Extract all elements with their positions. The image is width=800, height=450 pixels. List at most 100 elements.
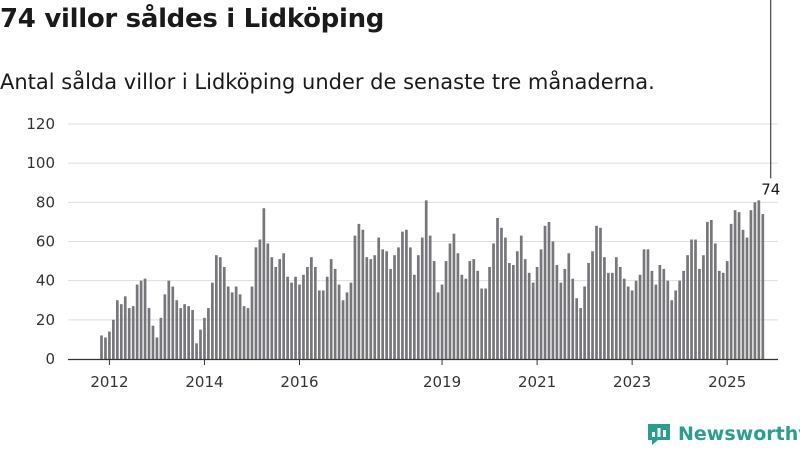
bar: [369, 259, 373, 360]
bar: [721, 272, 725, 359]
bar: [163, 294, 167, 360]
bar: [199, 329, 202, 360]
bar: [127, 308, 131, 359]
y-axis-tick-labels: 0 20 40 60 80 100 120: [26, 115, 55, 368]
bar: [583, 286, 586, 359]
bar: [563, 268, 567, 359]
chart-subtitle: Antal sålda villor i Lidköping under de …: [0, 70, 655, 94]
bar: [519, 235, 523, 360]
bar: [187, 306, 190, 360]
bar: [511, 265, 515, 359]
y-tick-label: 100: [26, 154, 55, 172]
bar: [523, 259, 527, 360]
bar: [357, 223, 361, 360]
x-tick-label: 2025: [708, 373, 746, 391]
bar: [135, 284, 139, 359]
bar: [587, 263, 590, 359]
bar: [515, 251, 519, 359]
bar: [662, 268, 666, 359]
bar: [258, 239, 262, 359]
bar: [230, 292, 234, 359]
bar: [409, 247, 412, 360]
bar: [488, 266, 491, 359]
bar: [717, 270, 721, 360]
bar: [393, 255, 396, 359]
bar: [246, 308, 250, 359]
bar: [317, 290, 321, 359]
bar: [674, 290, 678, 359]
bar: [666, 280, 670, 359]
bar: [282, 253, 286, 359]
bar: [104, 337, 107, 359]
bar: [626, 286, 630, 359]
bar: [634, 280, 638, 359]
bar: [385, 251, 388, 359]
bar: [100, 335, 103, 359]
bar: [420, 237, 424, 359]
bar: [551, 241, 555, 359]
bar: [690, 239, 693, 359]
bar: [595, 225, 598, 359]
bar: [108, 331, 111, 359]
bar: [603, 257, 606, 359]
bar: [401, 231, 404, 359]
bar: [306, 266, 309, 359]
y-tick-label: 20: [36, 311, 55, 329]
bar: [725, 261, 729, 359]
bar: [496, 218, 499, 359]
bar: [191, 310, 194, 359]
bar: [452, 233, 456, 359]
bar: [389, 268, 392, 359]
x-tick-label: 2021: [518, 373, 556, 391]
bar: [167, 280, 171, 359]
bar: [361, 229, 365, 359]
bar: [171, 286, 175, 359]
bar: [175, 300, 179, 359]
bar: [405, 229, 408, 359]
bar: [543, 225, 547, 359]
bar: [464, 278, 468, 359]
bar: [559, 282, 563, 360]
bar: [607, 272, 610, 359]
bar: [472, 259, 476, 360]
bar: [195, 343, 198, 359]
bar: [333, 268, 337, 359]
bar: [143, 278, 147, 359]
bar: [238, 294, 242, 360]
x-axis: [68, 358, 778, 365]
bar: [436, 292, 440, 359]
newsworthy-brand: Newsworthy: [646, 420, 800, 448]
bar: [112, 319, 115, 359]
bar: [377, 237, 381, 359]
bar: [302, 274, 305, 359]
bar: [424, 200, 428, 360]
data-labels: 74: [761, 0, 780, 198]
bar: [547, 221, 551, 359]
bar: [658, 265, 662, 359]
bar: [729, 223, 733, 360]
bar: [254, 247, 258, 360]
bar: [599, 227, 602, 359]
bar: [448, 243, 452, 359]
bar: [325, 276, 329, 359]
bar: [753, 202, 757, 359]
bar: [682, 270, 685, 360]
bar: [484, 288, 487, 359]
bar: [294, 276, 297, 359]
bar: [456, 253, 460, 359]
bar: [646, 249, 650, 359]
bar: [151, 325, 155, 359]
bar: [591, 251, 594, 359]
bar: [709, 219, 713, 359]
bar: [211, 282, 214, 360]
bar: [274, 266, 278, 359]
y-tick-label: 80: [36, 193, 55, 211]
bar: [179, 308, 183, 359]
bar: [270, 257, 274, 359]
brand-name: Newsworthy: [678, 423, 800, 445]
bar: [757, 200, 761, 360]
bar: [555, 265, 559, 359]
bar: [527, 272, 531, 359]
bar: [242, 306, 246, 360]
